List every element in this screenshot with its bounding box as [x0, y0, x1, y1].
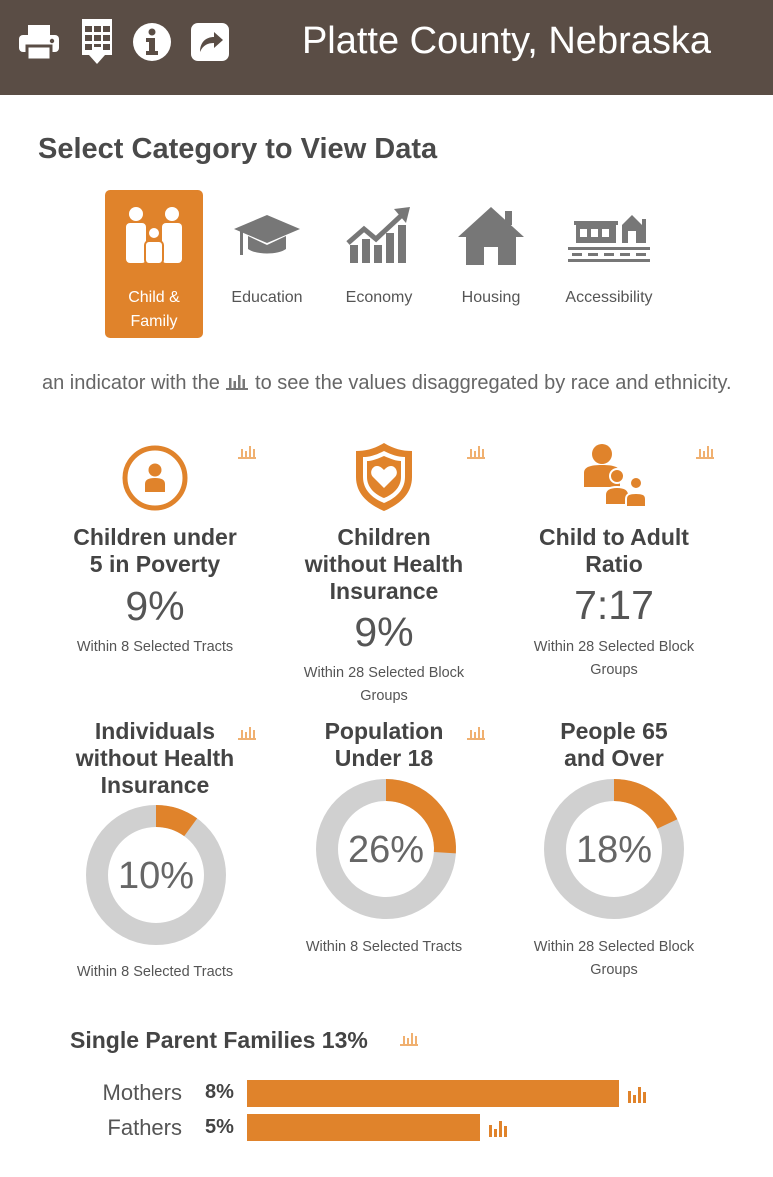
- bar-row-fill: [247, 1080, 619, 1107]
- donut-value-arc: [613, 779, 678, 830]
- metric-subtitle: Within 28 Selected Block Groups: [303, 665, 465, 704]
- disaggregate-button[interactable]: [695, 445, 715, 464]
- disaggregate-button[interactable]: [399, 1032, 419, 1051]
- category-accessibility[interactable]: Accessibility: [560, 190, 658, 338]
- donut-value-label: 26%: [348, 829, 424, 871]
- donut-subtitle: Within 8 Selected Tracts: [305, 939, 463, 955]
- disaggregate-button[interactable]: [466, 726, 486, 745]
- person-circle-icon: [122, 445, 188, 511]
- metric-value: 9%: [354, 609, 414, 655]
- category-economy[interactable]: Economy: [330, 190, 428, 338]
- category-label: Child & Family: [128, 289, 180, 330]
- growth-chart-icon: [346, 207, 410, 263]
- bar-row-percent: 8%: [205, 1081, 234, 1103]
- donut-title: Individuals without Health Insurance: [75, 718, 235, 798]
- donut-title: People 65 and Over: [560, 718, 668, 771]
- metric-title: Children under 5 in Poverty: [73, 524, 237, 577]
- disaggregate-button[interactable]: [237, 726, 257, 745]
- adult-children-icon: [584, 444, 647, 508]
- share-icon[interactable]: [190, 22, 230, 62]
- donut-value-label: 18%: [576, 829, 652, 871]
- donut-chart-uninsured: 10%: [86, 805, 226, 945]
- heart-shield-icon: [356, 443, 412, 511]
- category-label: Education: [231, 289, 303, 306]
- metric-title: Children without Health Insurance: [304, 524, 464, 604]
- transit-icon: [568, 215, 650, 262]
- metric-subtitle: Within 8 Selected Tracts: [76, 639, 234, 655]
- category-housing[interactable]: Housing: [442, 190, 540, 338]
- print-icon[interactable]: [18, 22, 59, 62]
- section-title: Select Category to View Data: [38, 133, 438, 165]
- bar-row-percent: 5%: [205, 1116, 234, 1138]
- category-child-family[interactable]: Child & Family: [105, 190, 203, 338]
- donut-chart-65-over: 18%: [544, 779, 684, 919]
- header-bar: Platte County, Nebraska: [0, 0, 773, 95]
- donut-title: Population Under 18: [324, 718, 444, 771]
- metric-value: 7:17: [574, 582, 654, 628]
- disaggregate-button[interactable]: [237, 445, 257, 464]
- donut-subtitle: Within 8 Selected Tracts: [76, 964, 234, 980]
- intro-text: an indicator with the to see the values …: [42, 372, 732, 394]
- donut-chart-under18: 26%: [316, 779, 456, 919]
- bar-chart-icon: [226, 375, 249, 390]
- page-title: Platte County, Nebraska: [301, 20, 711, 62]
- donut-value-arc: [385, 779, 456, 854]
- metric-value: 9%: [125, 583, 185, 629]
- category-education[interactable]: Education: [218, 190, 316, 338]
- bar-row-label: Mothers: [102, 1080, 182, 1105]
- category-label: Accessibility: [565, 289, 653, 306]
- metric-title: Child to Adult Ratio: [539, 524, 689, 577]
- disaggregate-button[interactable]: [466, 445, 486, 464]
- family-icon: [126, 207, 182, 265]
- bar-row-label: Fathers: [107, 1115, 182, 1140]
- bar-chart-icon[interactable]: [488, 1119, 508, 1142]
- house-icon: [458, 207, 524, 265]
- graduation-cap-icon: [234, 215, 300, 255]
- single-parent-title: Single Parent Families 13%: [70, 1027, 368, 1053]
- info-icon[interactable]: [132, 22, 172, 62]
- bar-chart-icon[interactable]: [627, 1085, 647, 1108]
- metric-subtitle: Within 28 Selected Block Groups: [533, 639, 695, 678]
- bar-row-fill: [247, 1114, 480, 1141]
- category-label: Economy: [345, 289, 413, 306]
- donut-subtitle: Within 28 Selected Block Groups: [533, 939, 695, 978]
- donut-value-label: 10%: [118, 855, 194, 897]
- download-table-icon[interactable]: [80, 17, 120, 64]
- donut-value-arc: [155, 805, 198, 837]
- category-label: Housing: [461, 289, 521, 306]
